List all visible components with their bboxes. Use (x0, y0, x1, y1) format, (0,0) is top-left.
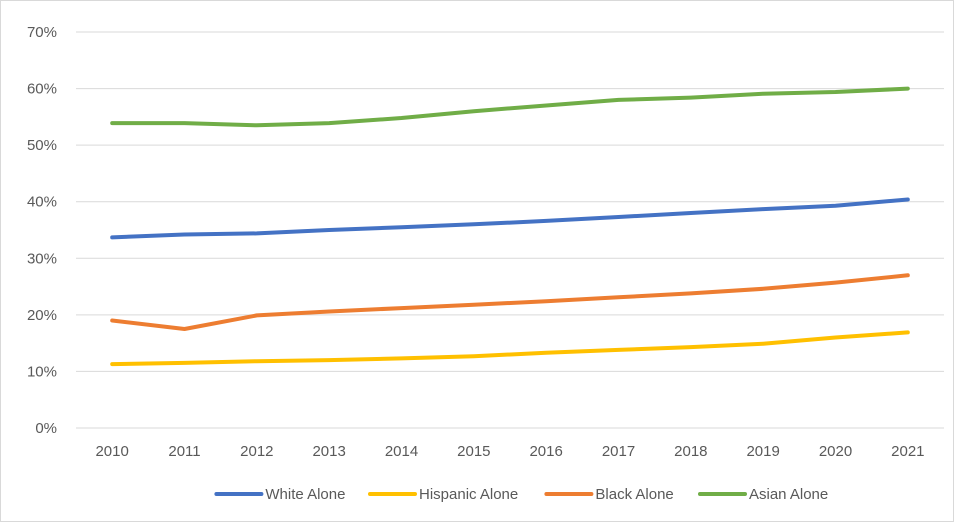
y-tick-label: 70% (27, 24, 57, 41)
x-tick-label: 2021 (891, 443, 924, 460)
series-line-asian-alone (110, 86, 910, 128)
x-tick-label: 2016 (529, 443, 562, 460)
legend-label: Black Alone (595, 486, 673, 503)
x-tick-label: 2013 (312, 443, 345, 460)
x-axis: 2010 2011 2012 2013 2014 2015 2016 2017 2018 2019… (95, 443, 924, 460)
y-tick-label: 40% (27, 194, 57, 211)
legend: White Alone Hispanic Alone Black Alone Asia… (214, 486, 828, 503)
y-tick-label: 0% (35, 420, 57, 437)
x-tick-label: 2015 (457, 443, 490, 460)
legend-item: Hispanic Alone (368, 486, 518, 503)
x-tick-label: 2010 (95, 443, 128, 460)
legend-label: Asian Alone (749, 486, 828, 503)
y-tick-label: 30% (27, 250, 57, 267)
x-tick-label: 2017 (602, 443, 635, 460)
x-tick-label: 2012 (240, 443, 273, 460)
x-tick-label: 2020 (819, 443, 852, 460)
series-lines (110, 86, 910, 367)
y-tick-label: 60% (27, 81, 57, 98)
series-line-hispanic-alone (110, 330, 910, 367)
legend-item: White Alone (214, 486, 345, 503)
x-tick-label: 2014 (385, 443, 418, 460)
x-tick-label: 2018 (674, 443, 707, 460)
legend-label: Hispanic Alone (419, 486, 518, 503)
legend-item: Asian Alone (698, 486, 828, 503)
x-tick-label: 2011 (168, 443, 200, 460)
y-axis: 0% 10% 20% 30% 40% 50% 60% 70% (27, 24, 57, 437)
series-line-white-alone (110, 197, 910, 240)
x-tick-label: 2019 (746, 443, 779, 460)
y-tick-label: 50% (27, 137, 57, 154)
gridlines (76, 31, 944, 429)
legend-label: White Alone (265, 486, 345, 503)
series-line-black-alone (110, 273, 910, 331)
legend-item: Black Alone (544, 486, 674, 503)
y-tick-label: 10% (27, 363, 57, 380)
y-tick-label: 20% (27, 307, 57, 324)
